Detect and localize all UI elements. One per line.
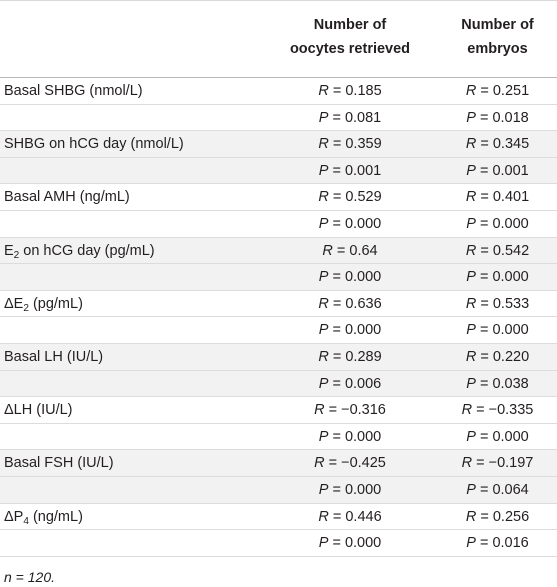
embryos-value: R = −0.335 (461, 402, 534, 419)
table-row: P = 0.000 P = 0.000 (0, 211, 557, 238)
table-row: ΔLH (IU/L) R = −0.316 R = −0.335 (0, 397, 557, 424)
table-row: P = 0.000 P = 0.000 (0, 424, 557, 451)
oocytes-value: R = 0.289 (318, 348, 382, 365)
embryos-value: P = 0.064 (466, 481, 529, 498)
row-label: Basal FSH (IU/L) (4, 455, 114, 472)
oocytes-value: P = 0.000 (318, 535, 382, 552)
table-row: P = 0.000 P = 0.000 (0, 264, 557, 291)
embryos-value: P = 0.000 (466, 215, 529, 232)
table-row: SHBG on hCG day (nmol/L) R = 0.359 R = 0.3… (0, 131, 557, 158)
row-label: E2 on hCG day (pg/mL) (4, 242, 155, 261)
embryos-value: R = 0.256 (465, 508, 530, 525)
oocytes-value: P = 0.001 (318, 162, 382, 179)
table-body: Basal SHBG (nmol/L) R = 0.185 R = 0.251 P =… (0, 78, 557, 557)
oocytes-value: R = 0.359 (318, 136, 382, 153)
oocytes-value: R = 0.185 (318, 83, 382, 99)
table-row: Basal FSH (IU/L) R = −0.425 R = −0.197 (0, 450, 557, 477)
oocytes-value: P = 0.081 (318, 109, 382, 126)
embryos-value: R = 0.220 (465, 348, 530, 365)
header-line: oocytes retrieved (289, 41, 411, 57)
embryos-value: R = 0.251 (465, 83, 530, 99)
table-row: ΔP4 (ng/mL) R = 0.446 R = 0.256 (0, 504, 557, 531)
header-line: Number of (313, 17, 387, 33)
oocytes-value: R = −0.425 (314, 455, 386, 472)
embryos-value: R = 0.401 (465, 189, 530, 206)
embryos-value: P = 0.000 (466, 428, 529, 445)
row-label: SHBG on hCG day (nmol/L) (4, 136, 184, 153)
embryos-value: P = 0.000 (466, 269, 529, 286)
embryos-value: R = 0.345 (465, 136, 530, 153)
table-row: Basal SHBG (nmol/L) R = 0.185 R = 0.251 (0, 78, 557, 105)
table-footnote: n = 120. (4, 569, 55, 585)
oocytes-value: R = −0.316 (314, 402, 386, 419)
oocytes-value: R = 0.529 (318, 189, 382, 206)
table-row: P = 0.000 P = 0.000 (0, 317, 557, 344)
embryos-value: R = 0.542 (465, 242, 530, 259)
embryos-value: P = 0.001 (466, 162, 529, 179)
row-label: Basal SHBG (nmol/L) (4, 83, 143, 99)
embryos-value: R = −0.197 (461, 455, 534, 472)
table-row: Basal LH (IU/L) R = 0.289 R = 0.220 (0, 343, 557, 371)
table-row: P = 0.081 P = 0.018 (0, 105, 557, 132)
table-row: P = 0.000 P = 0.016 (0, 530, 557, 557)
row-label: Basal LH (IU/L) (4, 348, 104, 365)
header-line: embryos (467, 41, 528, 57)
oocytes-value: P = 0.000 (318, 322, 382, 339)
oocytes-value: P = 0.000 (318, 269, 382, 286)
oocytes-value: R = 0.636 (318, 295, 382, 312)
oocytes-value: P = 0.006 (318, 375, 382, 392)
oocytes-value: R = 0.446 (318, 508, 382, 525)
row-label: ΔLH (IU/L) (4, 402, 73, 419)
table-row: ΔE2 (pg/mL) R = 0.636 R = 0.533 (0, 291, 557, 318)
correlation-table: Number of oocytes retrieved Number of em… (0, 0, 557, 557)
table-row: Basal AMH (ng/mL) R = 0.529 R = 0.401 (0, 184, 557, 211)
embryos-value: P = 0.016 (466, 535, 529, 552)
table-row: P = 0.000 P = 0.064 (0, 476, 557, 504)
embryos-value: P = 0.038 (466, 375, 529, 392)
header-line: Number of (461, 17, 534, 33)
oocytes-value: P = 0.000 (318, 481, 382, 498)
row-label: ΔE2 (pg/mL) (4, 295, 83, 314)
header-oocytes-retrieved: Number of oocytes retrieved (262, 13, 438, 61)
table-row: E2 on hCG day (pg/mL) R = 0.64 R = 0.542 (0, 237, 557, 265)
table-header: Number of oocytes retrieved Number of em… (0, 0, 557, 78)
oocytes-value: P = 0.000 (318, 215, 382, 232)
header-embryos: Number of embryos (438, 13, 557, 61)
embryos-value: P = 0.018 (466, 109, 529, 126)
oocytes-value: P = 0.000 (318, 428, 382, 445)
embryos-value: P = 0.000 (466, 322, 529, 339)
embryos-value: R = 0.533 (465, 295, 530, 312)
table-row: P = 0.006 P = 0.038 (0, 370, 557, 398)
table-row: P = 0.001 P = 0.001 (0, 157, 557, 185)
row-label: ΔP4 (ng/mL) (4, 508, 83, 527)
oocytes-value: R = 0.64 (322, 242, 378, 259)
row-label: Basal AMH (ng/mL) (4, 189, 130, 206)
